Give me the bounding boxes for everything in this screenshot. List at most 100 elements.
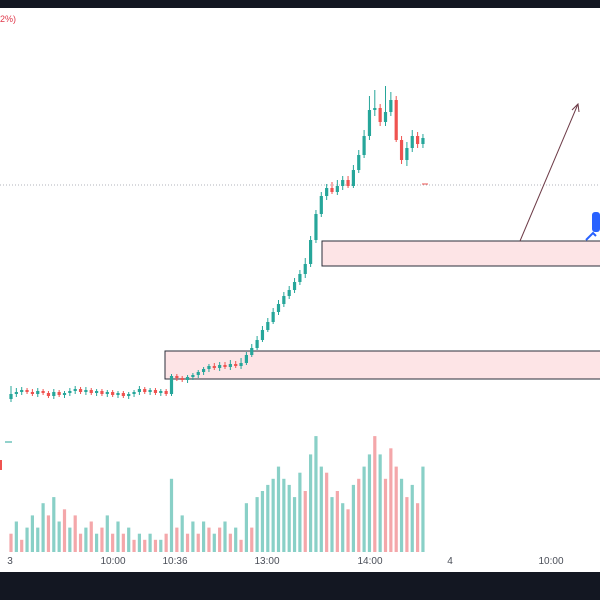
candle-body xyxy=(250,348,254,355)
volume-bar xyxy=(202,521,206,552)
volume-bar xyxy=(389,448,393,552)
x-tick-label: 10:00 xyxy=(538,556,564,567)
volume-bar xyxy=(30,515,34,552)
volume-bar xyxy=(185,533,190,552)
candle-body xyxy=(41,391,45,393)
volume-bar xyxy=(73,515,77,552)
volume-bar xyxy=(276,466,281,552)
chart-canvas[interactable] xyxy=(0,8,600,572)
candle-body xyxy=(164,391,168,394)
volume-bar xyxy=(303,491,307,552)
volume-bar xyxy=(68,527,72,552)
candle-body xyxy=(325,188,329,196)
volume-bar xyxy=(218,527,222,552)
candle-body xyxy=(62,393,67,395)
projection-arrow xyxy=(519,103,579,242)
volume-bar xyxy=(20,539,24,552)
volume-bar xyxy=(62,509,67,552)
volume-bar xyxy=(95,533,99,552)
candle-body xyxy=(314,214,318,240)
volume-bar xyxy=(223,521,227,552)
candle-body xyxy=(191,375,195,377)
volume-bar xyxy=(89,521,93,552)
x-tick-label: 10:00 xyxy=(100,556,126,567)
candle-body xyxy=(121,393,125,396)
volume-bar xyxy=(266,484,270,552)
volume-bar xyxy=(14,521,18,552)
volume-bar xyxy=(84,527,88,552)
volume-bar xyxy=(319,466,323,552)
volume-bar xyxy=(169,478,174,552)
volume-bar xyxy=(148,533,152,552)
volume-bar xyxy=(212,533,216,552)
candle-body xyxy=(405,148,409,160)
volume-bar xyxy=(111,533,115,552)
candle-body xyxy=(127,394,131,396)
volume-bar xyxy=(271,478,275,552)
volume-bar xyxy=(314,436,318,552)
projection-arrowhead xyxy=(571,102,580,113)
candle-body xyxy=(196,372,200,375)
volume-bar xyxy=(52,497,56,552)
candle-body xyxy=(20,390,24,392)
volume-bar xyxy=(416,503,420,552)
volume-bar xyxy=(207,527,211,552)
candle-body xyxy=(52,392,56,396)
candle-body xyxy=(212,366,216,368)
volume-bar xyxy=(335,491,339,552)
candle-body xyxy=(57,392,61,395)
x-tick-label: 14:00 xyxy=(357,556,383,567)
candle-body xyxy=(399,140,404,160)
candle-body xyxy=(351,170,355,186)
x-tick-label: 3 xyxy=(7,556,13,567)
candle-body xyxy=(14,392,18,394)
candle-body xyxy=(319,196,323,214)
volume-marker xyxy=(0,460,2,470)
candle-body xyxy=(218,365,222,368)
volume-bar xyxy=(383,478,388,552)
volume-bar xyxy=(57,521,61,552)
volume-bar xyxy=(367,454,372,552)
candle-body xyxy=(46,393,51,396)
candle-body xyxy=(207,366,211,369)
candle-body xyxy=(73,389,77,391)
candle-body xyxy=(276,304,281,312)
candle-body xyxy=(341,180,345,186)
candle-body xyxy=(169,376,174,394)
candle-body xyxy=(148,390,152,392)
candle-body xyxy=(116,393,120,395)
volume-bar xyxy=(191,521,195,552)
candle-body xyxy=(330,188,334,192)
volume-bar xyxy=(137,533,141,552)
candle-body xyxy=(159,391,163,393)
candle-body xyxy=(373,108,377,110)
candle-body xyxy=(175,376,179,378)
volume-bar xyxy=(373,436,377,552)
volume-bar xyxy=(394,466,398,552)
volume-bar xyxy=(36,527,40,552)
candle-body xyxy=(25,390,29,392)
volume-bar xyxy=(410,484,414,552)
volume-bar xyxy=(325,472,329,552)
volume-bar xyxy=(41,503,45,552)
candle-body xyxy=(89,390,93,393)
candle-body xyxy=(95,391,99,393)
candle-body xyxy=(132,392,136,394)
volume-bar xyxy=(357,478,361,552)
candle-body xyxy=(68,391,72,393)
candle-body xyxy=(367,110,372,136)
x-tick-label: 10:36 xyxy=(162,556,188,567)
volume-bar xyxy=(421,466,425,552)
candle-body xyxy=(143,389,147,392)
candle-body xyxy=(287,290,291,296)
volume-bar xyxy=(309,454,313,552)
candle-body xyxy=(84,390,88,392)
candle-body xyxy=(309,240,313,264)
candle-body xyxy=(282,296,286,304)
candle-body xyxy=(303,264,307,274)
demand-zone-lower xyxy=(164,350,600,380)
candle-body xyxy=(105,392,109,394)
candle-body xyxy=(180,378,184,380)
volume-bar xyxy=(116,521,120,552)
